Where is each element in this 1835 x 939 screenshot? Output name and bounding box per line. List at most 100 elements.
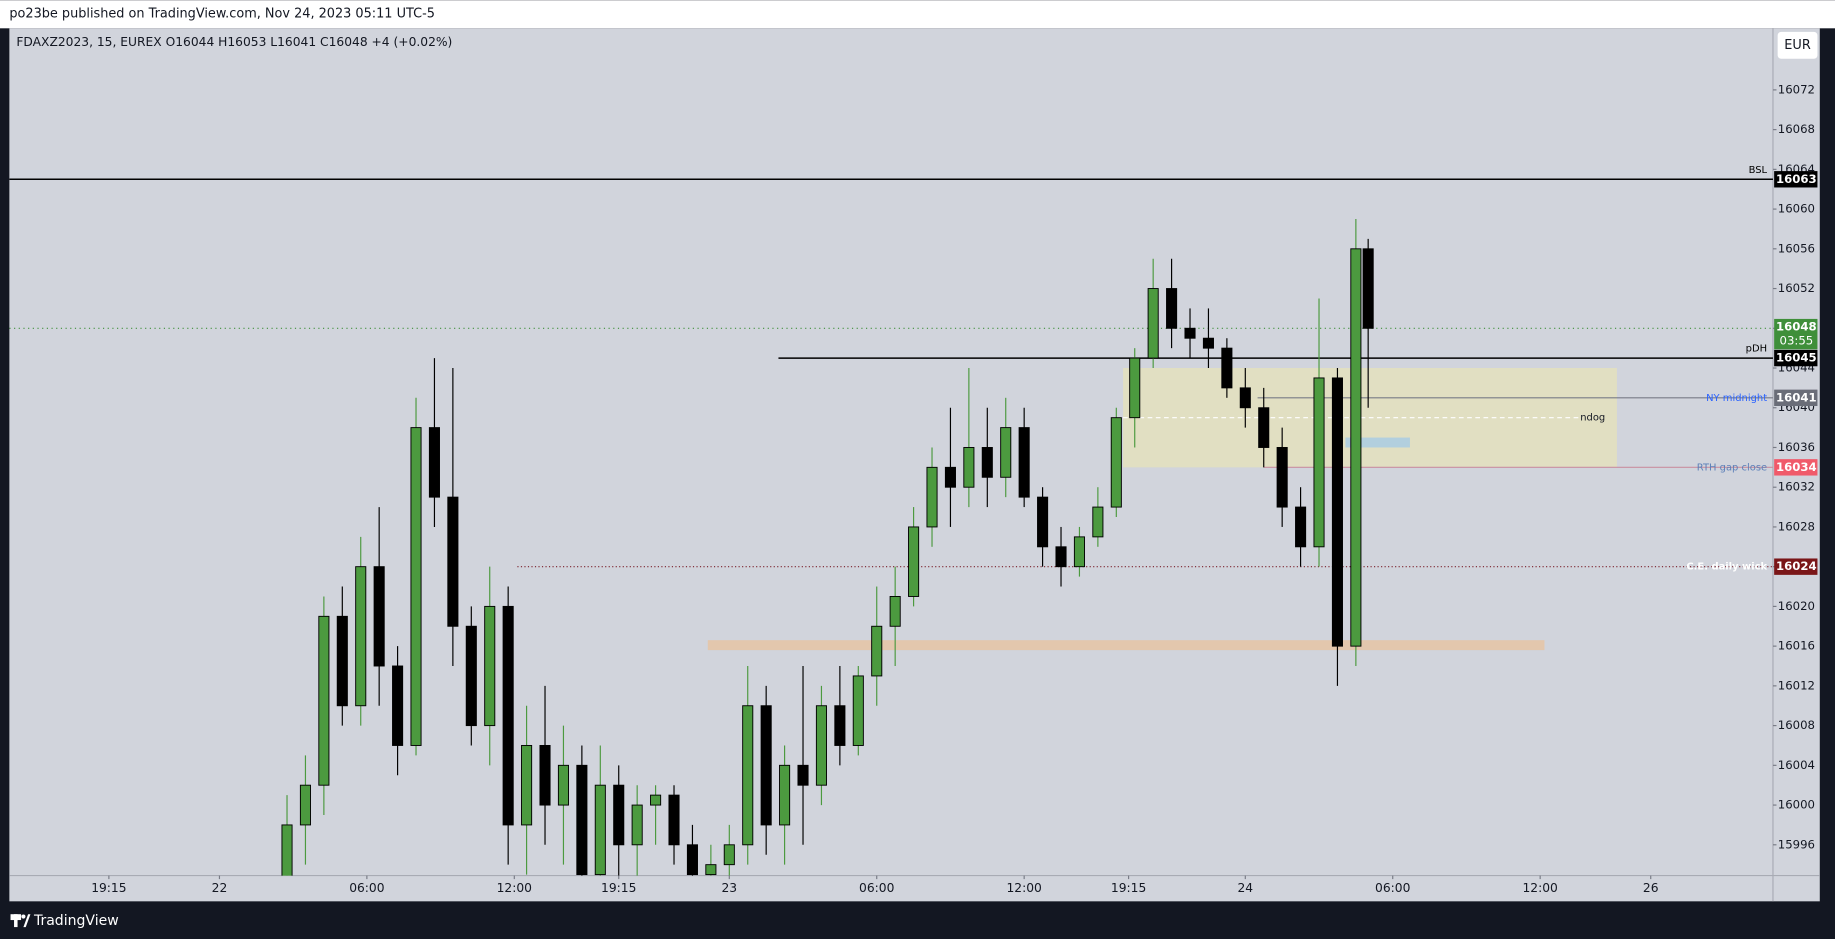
level-label: C.E. daily wick — [1686, 562, 1767, 573]
candle-body — [521, 744, 533, 826]
level-price: 16034 — [1776, 460, 1817, 474]
candle-body — [944, 466, 956, 488]
x-tick-label: 24 — [1237, 881, 1253, 895]
candle-body — [686, 844, 698, 876]
candle-body — [963, 447, 975, 488]
candle-body — [908, 526, 920, 597]
candle-body — [650, 794, 662, 806]
level-label: pDH — [1746, 344, 1767, 355]
candle-body — [1258, 407, 1270, 448]
candle-body — [926, 466, 938, 528]
candle-body — [1092, 506, 1104, 538]
x-tick-label: 06:00 — [1375, 881, 1410, 895]
candle-body — [1295, 506, 1307, 548]
candle-body — [1037, 496, 1049, 548]
candle-body — [1202, 337, 1214, 349]
candle-body — [1018, 427, 1030, 498]
y-tick-label: 16052 — [1778, 281, 1815, 295]
zone — [1345, 437, 1410, 448]
x-tick-label: 06:00 — [349, 881, 384, 895]
level-label: BSL — [1749, 165, 1768, 176]
level-price-box — [1774, 389, 1818, 407]
x-tick-label: 22 — [212, 881, 228, 895]
level-price: 16041 — [1776, 390, 1817, 404]
candle-body — [299, 784, 311, 826]
candle-body — [705, 864, 717, 876]
y-tick-label: 16016 — [1778, 639, 1815, 653]
x-tick-label: 12:00 — [1006, 881, 1041, 895]
candle-body — [373, 566, 385, 667]
candle-body — [1184, 327, 1196, 339]
candle-body — [797, 764, 809, 786]
candle-body — [576, 764, 588, 876]
zone-label: ndog — [1580, 413, 1605, 424]
y-tick-label: 15996 — [1778, 837, 1815, 851]
candle-body — [428, 427, 440, 498]
countdown: 03:55 — [1780, 334, 1814, 348]
level-label: RTH gap close — [1697, 462, 1767, 473]
x-tick-label: 06:00 — [859, 881, 894, 895]
level-price-box — [1774, 171, 1818, 188]
candle-body — [1221, 347, 1233, 389]
header-bar — [0, 0, 1835, 29]
y-tick-label: 16012 — [1778, 678, 1815, 692]
candle-body — [1350, 248, 1362, 647]
header-text: po23be published on TradingView.com, Nov… — [9, 7, 435, 22]
candle-body — [484, 605, 496, 727]
candle-body — [815, 705, 827, 786]
x-tick-label: 23 — [721, 881, 737, 895]
candle-body — [392, 665, 404, 746]
y-tick-label: 16000 — [1778, 798, 1815, 812]
logo-mark — [21, 914, 26, 919]
candle-body — [355, 566, 367, 707]
x-tick-label: 19:15 — [601, 881, 636, 895]
candle-body — [1313, 377, 1325, 548]
candle-body — [1239, 387, 1251, 409]
y-tick-label: 16036 — [1778, 440, 1815, 454]
candle-body — [613, 784, 625, 846]
level-price: 16024 — [1776, 559, 1817, 573]
candle-body — [760, 705, 772, 826]
x-tick-label: 19:15 — [1111, 881, 1146, 895]
candle-body — [668, 794, 680, 846]
candle-body — [1166, 288, 1178, 329]
last-price: 16048 — [1776, 320, 1817, 334]
x-tick-label: 12:00 — [497, 881, 532, 895]
candle-body — [539, 744, 551, 806]
x-tick-label: 26 — [1643, 881, 1659, 895]
footer-text: TradingView — [33, 913, 119, 929]
candle-body — [1073, 536, 1085, 568]
y-tick-label: 16060 — [1778, 202, 1815, 216]
candle-body — [852, 675, 864, 746]
currency-button[interactable] — [1777, 31, 1818, 59]
level-price-box — [1774, 459, 1818, 476]
candle-body — [834, 705, 846, 746]
currency-label[interactable]: EUR — [1784, 38, 1811, 53]
candle-body — [336, 615, 348, 707]
y-tick-label: 16072 — [1778, 82, 1815, 96]
level-price-box — [1774, 349, 1818, 367]
level-price: 16045 — [1776, 351, 1817, 365]
level-price: 16063 — [1776, 172, 1817, 186]
candle-body — [1055, 546, 1067, 568]
candle-body — [557, 764, 569, 806]
x-tick-label: 12:00 — [1522, 881, 1557, 895]
y-tick-label: 16056 — [1778, 241, 1815, 255]
candle-body — [1276, 447, 1288, 508]
candle-body — [281, 824, 293, 876]
candle-body — [723, 844, 735, 866]
level-price-box — [1774, 558, 1818, 575]
candle-body — [779, 764, 791, 826]
candle-body — [631, 804, 643, 846]
logo-mark — [23, 914, 31, 928]
y-tick-label: 16008 — [1778, 718, 1815, 732]
candle-body — [1000, 427, 1012, 478]
y-tick-label: 16028 — [1778, 519, 1815, 533]
y-tick-label: 16068 — [1778, 122, 1815, 136]
candle-body — [1110, 417, 1122, 508]
candle-body — [1362, 248, 1374, 329]
candle-body — [410, 427, 422, 746]
candle-body — [889, 596, 901, 627]
